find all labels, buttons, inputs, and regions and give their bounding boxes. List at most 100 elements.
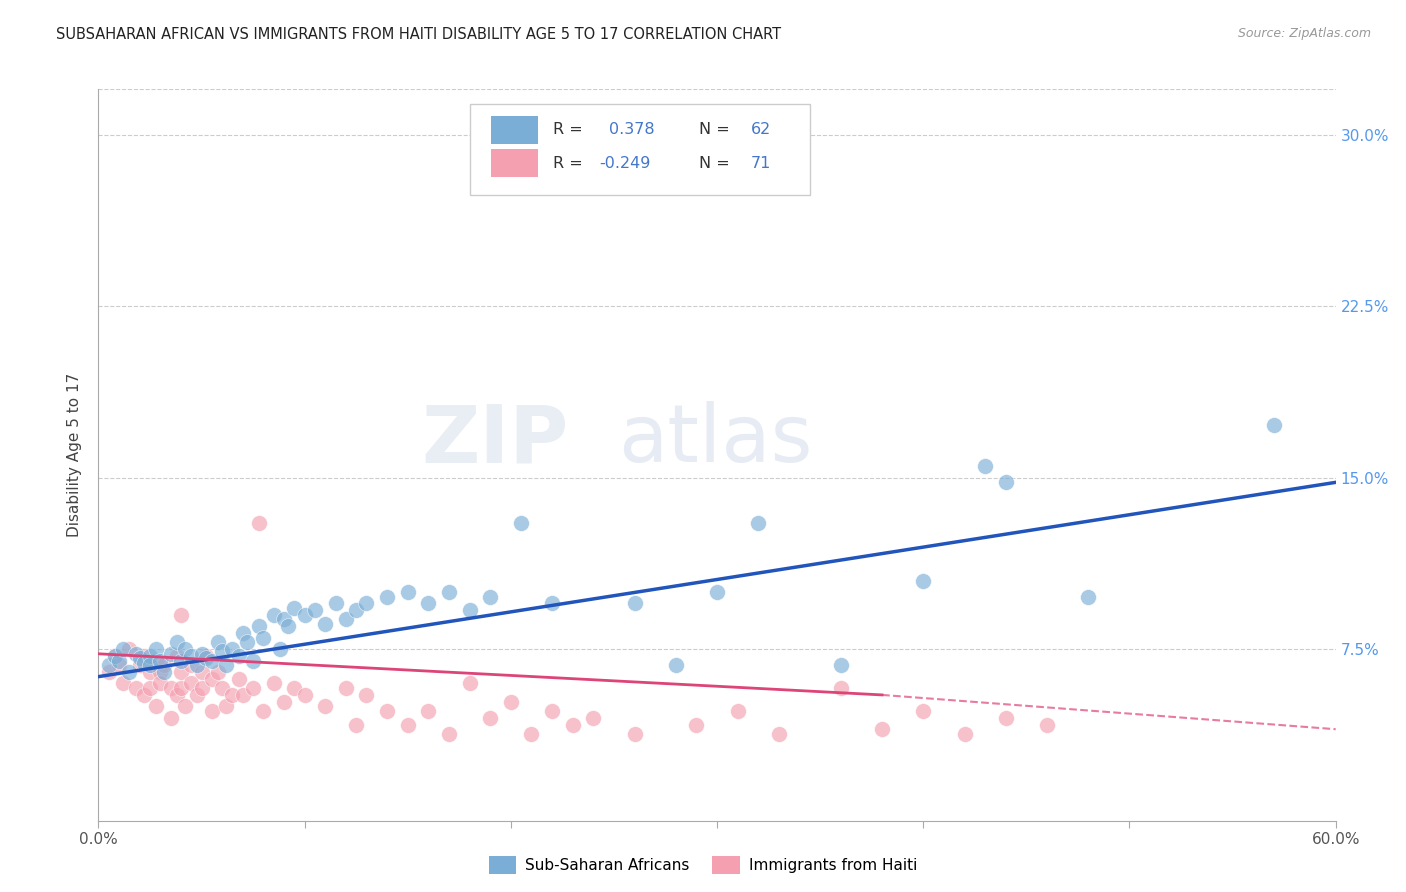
Point (541, 597, 564, 611)
Point (108, 654, 131, 668)
Point (139, 649, 162, 664)
Point (211, 681, 233, 695)
Text: ZIP: ZIP (422, 401, 568, 479)
Point (499, 695, 522, 709)
Point (994, 711, 1017, 725)
Point (325, 597, 347, 611)
Point (335, 681, 357, 695)
Point (994, 475, 1017, 490)
Point (170, 681, 193, 695)
Point (263, 676, 285, 690)
Point (186, 688, 208, 702)
Point (207, 665, 229, 679)
Point (112, 642, 135, 657)
Text: N =: N = (699, 155, 730, 170)
Point (221, 688, 243, 702)
Point (124, 681, 146, 695)
Text: atlas: atlas (619, 401, 813, 479)
Point (437, 585, 460, 599)
Point (437, 727, 460, 741)
Point (104, 649, 127, 664)
Point (974, 459, 997, 474)
Point (159, 681, 181, 695)
Point (912, 574, 935, 588)
Point (541, 704, 564, 718)
Point (418, 704, 440, 718)
Point (263, 607, 285, 622)
Point (479, 590, 502, 604)
Point (215, 699, 238, 714)
Text: 62: 62 (751, 122, 770, 137)
Point (166, 688, 188, 702)
Text: 0.378: 0.378 (609, 122, 655, 137)
Point (232, 688, 254, 702)
Point (768, 727, 790, 741)
Point (139, 665, 162, 679)
Point (132, 649, 155, 664)
Point (252, 631, 274, 645)
Point (830, 681, 852, 695)
Point (242, 681, 264, 695)
Point (479, 711, 502, 725)
Point (665, 658, 688, 673)
Point (190, 681, 212, 695)
Point (153, 665, 176, 679)
Point (180, 658, 202, 673)
Text: R =: R = (553, 155, 582, 170)
FancyBboxPatch shape (491, 149, 537, 177)
Point (190, 665, 212, 679)
Point (170, 607, 193, 622)
Point (132, 688, 155, 702)
Text: 71: 71 (751, 155, 770, 170)
Point (247, 619, 270, 633)
Point (458, 603, 481, 617)
Point (128, 658, 150, 673)
Point (97, 665, 120, 679)
Point (418, 597, 440, 611)
Legend: Sub-Saharan Africans, Immigrants from Haiti: Sub-Saharan Africans, Immigrants from Ha… (482, 850, 924, 880)
Y-axis label: Disability Age 5 to 17: Disability Age 5 to 17 (67, 373, 83, 537)
Text: -0.249: -0.249 (599, 155, 651, 170)
Point (194, 651, 217, 665)
Point (727, 704, 749, 718)
FancyBboxPatch shape (491, 116, 537, 145)
Point (139, 658, 162, 673)
Point (145, 642, 167, 657)
Point (356, 688, 378, 702)
Point (174, 642, 197, 657)
Point (128, 651, 150, 665)
Point (186, 658, 208, 673)
Point (344, 717, 367, 731)
Point (520, 727, 543, 741)
Point (112, 676, 135, 690)
Point (335, 613, 357, 627)
Point (242, 654, 264, 668)
Point (294, 688, 316, 702)
Point (304, 603, 326, 617)
Point (153, 658, 176, 673)
Point (375, 590, 398, 604)
Text: R =: R = (553, 122, 582, 137)
Point (1263, 418, 1285, 433)
Text: Source: ZipAtlas.com: Source: ZipAtlas.com (1237, 27, 1371, 40)
Point (375, 704, 398, 718)
Point (149, 665, 172, 679)
Point (194, 649, 217, 664)
Point (396, 585, 419, 599)
Point (104, 649, 127, 664)
Point (139, 681, 162, 695)
Point (170, 665, 193, 679)
Point (166, 649, 188, 664)
Point (108, 658, 131, 673)
Point (132, 656, 155, 670)
Point (207, 635, 229, 649)
Point (273, 613, 295, 627)
Point (124, 647, 146, 661)
Point (747, 516, 769, 531)
Point (201, 704, 224, 718)
Point (149, 654, 172, 668)
Point (232, 626, 254, 640)
Point (870, 723, 893, 737)
Point (510, 516, 533, 531)
Point (215, 658, 238, 673)
